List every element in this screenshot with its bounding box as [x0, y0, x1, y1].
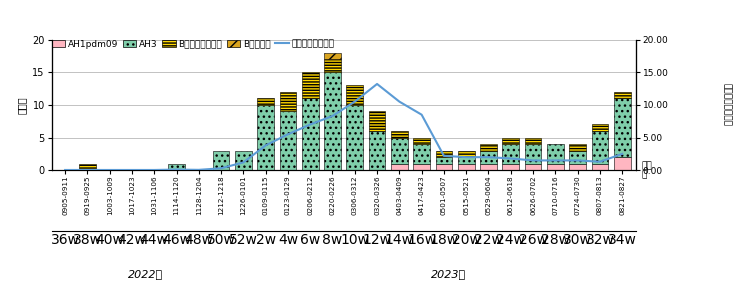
- Bar: [525, 144, 542, 164]
- Bar: [302, 72, 319, 98]
- Bar: [324, 53, 341, 59]
- Bar: [480, 144, 497, 151]
- Bar: [525, 137, 542, 144]
- Bar: [413, 137, 430, 144]
- Bar: [413, 144, 430, 164]
- Bar: [347, 85, 363, 105]
- Bar: [503, 137, 519, 144]
- Bar: [257, 105, 274, 170]
- Bar: [547, 144, 564, 164]
- Bar: [168, 164, 185, 170]
- Bar: [279, 112, 296, 170]
- Bar: [480, 164, 497, 170]
- Bar: [391, 164, 408, 170]
- Bar: [435, 157, 452, 164]
- Bar: [591, 125, 608, 131]
- Text: 週: 週: [641, 170, 647, 179]
- Bar: [525, 164, 542, 170]
- Bar: [458, 164, 474, 170]
- Bar: [569, 144, 586, 151]
- Bar: [391, 137, 408, 164]
- Y-axis label: 検出数: 検出数: [17, 96, 27, 114]
- Text: 月日: 月日: [641, 161, 652, 170]
- Bar: [614, 157, 630, 170]
- Bar: [591, 131, 608, 164]
- Bar: [435, 151, 452, 157]
- Bar: [480, 151, 497, 164]
- Bar: [324, 59, 341, 72]
- Bar: [279, 92, 296, 112]
- Text: 2022年: 2022年: [128, 269, 163, 279]
- Bar: [458, 157, 474, 164]
- Bar: [235, 151, 252, 170]
- Bar: [213, 151, 229, 170]
- Bar: [347, 105, 363, 170]
- Bar: [257, 98, 274, 105]
- Bar: [435, 164, 452, 170]
- Bar: [569, 151, 586, 164]
- Bar: [79, 164, 96, 170]
- Bar: [591, 164, 608, 170]
- Bar: [391, 131, 408, 137]
- Bar: [458, 151, 474, 157]
- Bar: [324, 72, 341, 170]
- Bar: [302, 98, 319, 170]
- Bar: [569, 164, 586, 170]
- Bar: [369, 131, 386, 170]
- Text: 2023年: 2023年: [431, 269, 466, 279]
- Bar: [413, 164, 430, 170]
- Bar: [614, 92, 630, 98]
- Bar: [369, 112, 386, 131]
- Bar: [503, 144, 519, 164]
- Bar: [503, 164, 519, 170]
- Bar: [614, 98, 630, 157]
- Bar: [547, 164, 564, 170]
- Y-axis label: 定点当たり報告数: 定点当たり報告数: [722, 83, 731, 126]
- Legend: AH1pdm09, AH3, Bビクトリア系統, B山形系統, 定点当たり報告数: AH1pdm09, AH3, Bビクトリア系統, B山形系統, 定点当たり報告数: [52, 40, 335, 49]
